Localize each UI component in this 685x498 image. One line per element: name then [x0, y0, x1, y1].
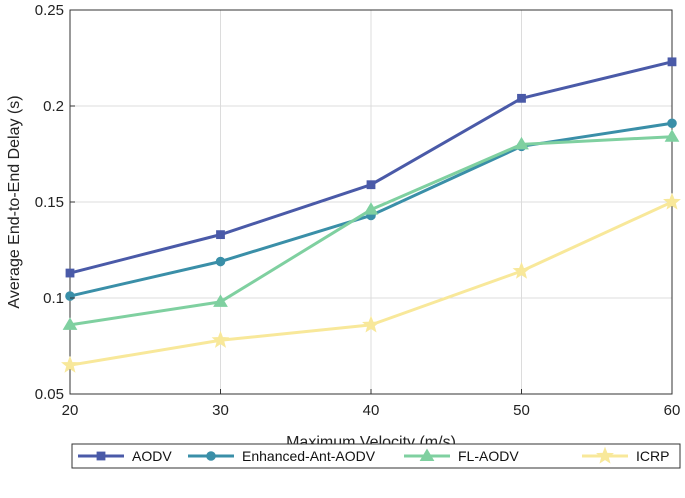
legend-marker [596, 446, 614, 464]
data-point [215, 256, 226, 267]
x-tick-label: 50 [513, 402, 530, 419]
legend-item: ICRP [582, 446, 669, 464]
data-point [61, 355, 79, 373]
data-point [362, 315, 380, 333]
y-axis-title: Average End-to-End Delay (s) [6, 95, 23, 308]
data-point [211, 330, 230, 348]
x-tick-label: 30 [212, 402, 229, 419]
x-tick-label: 20 [62, 402, 79, 419]
x-tick-label: 60 [664, 402, 681, 419]
legend-marker [96, 451, 106, 461]
data-point [512, 261, 531, 279]
legend-marker [419, 448, 435, 461]
y-tick-label: 0.2 [43, 98, 64, 115]
y-tick-label: 0.25 [35, 2, 64, 19]
legend-label: AODV [132, 448, 172, 464]
x-axis-ticks: 20 30 40 50 60 [62, 389, 681, 419]
legend-item: AODV [78, 448, 172, 464]
legend-label: Enhanced-Ant-AODV [242, 448, 376, 464]
y-tick-label: 0.05 [35, 386, 64, 403]
x-tick-label: 40 [363, 402, 380, 419]
data-point [663, 192, 681, 210]
data-point [213, 294, 228, 307]
data-point [65, 268, 75, 278]
data-point [517, 93, 526, 103]
legend-marker [206, 451, 216, 461]
legend: AODV Enhanced-Ant-AODV FL-AODV ICRP [71, 443, 681, 469]
series-icrp [61, 192, 681, 373]
series-layer [61, 57, 681, 373]
legend-label: FL-AODV [458, 448, 519, 464]
legend-item: FL-AODV [404, 448, 519, 464]
y-axis-ticks: 0.05 0.1 0.15 0.2 0.25 [35, 2, 75, 403]
data-point [664, 129, 680, 142]
series-enhanced-ant-aodv [65, 118, 677, 301]
data-point [65, 291, 75, 301]
data-point [216, 230, 225, 240]
legend-item: Enhanced-Ant-AODV [188, 448, 376, 464]
series-fl-aodv [62, 129, 680, 330]
data-point [667, 118, 677, 129]
y-tick-label: 0.1 [43, 290, 64, 307]
data-point [62, 317, 78, 330]
data-point [514, 136, 529, 150]
legend-box [71, 443, 681, 469]
data-point [366, 180, 376, 190]
data-point [363, 202, 379, 215]
series-aodv [65, 57, 677, 278]
grid [69, 9, 673, 395]
legend-label: ICRP [636, 448, 669, 464]
data-point [667, 57, 677, 67]
y-tick-label: 0.15 [35, 194, 64, 211]
